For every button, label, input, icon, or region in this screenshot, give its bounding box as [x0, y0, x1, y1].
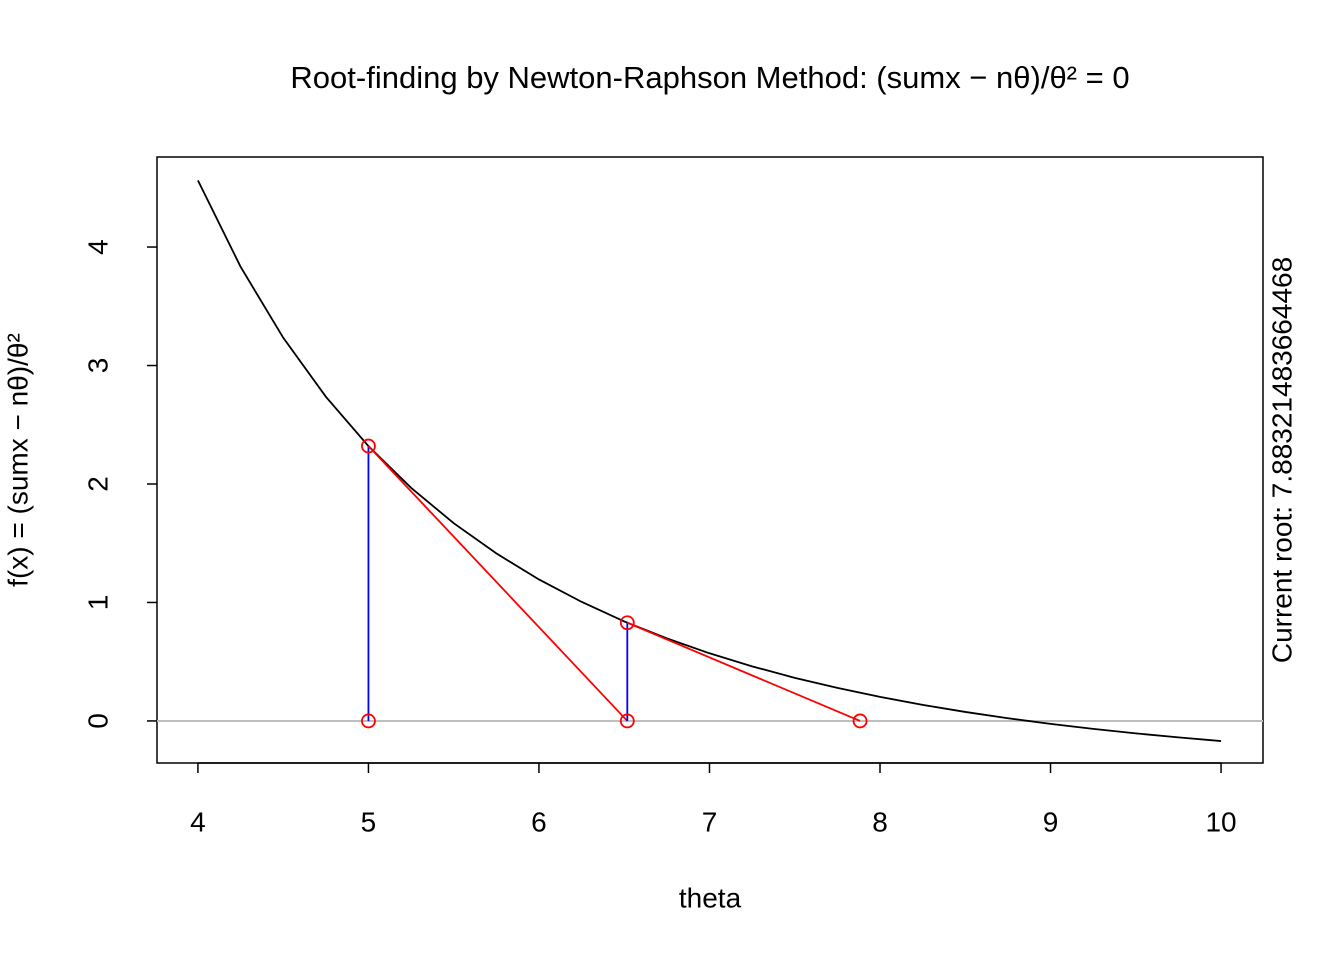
- y-tick-label: 2: [82, 476, 113, 492]
- y-tick-label: 1: [82, 595, 113, 611]
- tangent: [367, 445, 628, 722]
- x-tick-label: 10: [1205, 806, 1236, 837]
- x-tick-label: 9: [1043, 806, 1059, 837]
- y-tick-label: 3: [82, 358, 113, 374]
- curve-point: [361, 438, 376, 454]
- annotation: Current root: 7.88321483664468: [1266, 257, 1297, 663]
- x-tick-label: 8: [872, 806, 888, 837]
- x-tick-label: 5: [361, 806, 377, 837]
- root-point: [361, 713, 376, 729]
- x-tick-label: 4: [190, 806, 206, 837]
- tangent: [626, 621, 861, 722]
- root-point: [852, 713, 868, 729]
- y-tick-label: 0: [82, 713, 113, 729]
- curve-point: [619, 615, 635, 631]
- x-tick-label: 7: [702, 806, 718, 837]
- x-tick-label: 6: [531, 806, 547, 837]
- plot-frame: [156, 156, 1264, 764]
- root-point: [619, 713, 635, 729]
- y-axis-label: f(x) = (sumx − nθ)/θ²: [2, 333, 33, 587]
- chart-title: Root-finding by Newton-Raphson Method: (…: [290, 60, 1129, 95]
- x-axis-label: theta: [679, 882, 742, 913]
- y-tick-label: 4: [82, 239, 113, 255]
